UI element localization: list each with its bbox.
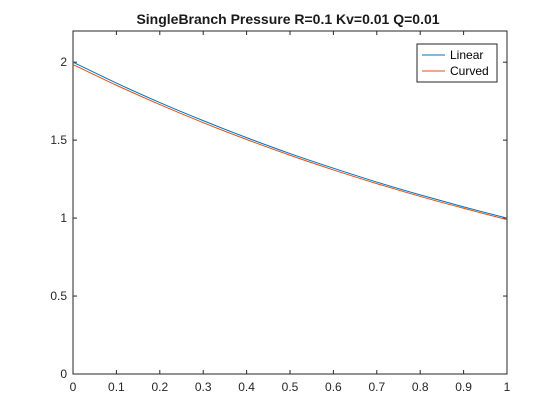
legend-box [416, 43, 498, 83]
x-tick-label: 0.3 [195, 380, 212, 394]
x-tick-label: 0.9 [455, 380, 472, 394]
series-line-curved [72, 64, 508, 221]
x-tick-label: 0.4 [238, 380, 255, 394]
series-line-linear [72, 61, 508, 219]
plot-area: 0 0.1 0.2 0.3 0.4 0.5 0.6 0.7 0.8 0.9 1 0 0.5 1 1.5 2 Li… [50, 30, 511, 394]
y-tick-label: 1 [60, 211, 67, 225]
axes-box [72, 30, 508, 375]
y-tick-label: 1.5 [50, 133, 67, 147]
y-tick-label: 0.5 [50, 289, 67, 303]
x-tick-label: 1 [504, 380, 511, 394]
x-tick-label: 0.6 [325, 380, 342, 394]
x-tick-label: 0.8 [412, 380, 429, 394]
x-tick-label: 0.5 [282, 380, 299, 394]
x-tick-label: 0 [70, 380, 77, 394]
chart-title: SingleBranch Pressure R=0.1 Kv=0.01 Q=0.… [136, 11, 439, 27]
legend-label-curved: Curved [450, 64, 489, 78]
x-tick-label: 0.7 [368, 380, 385, 394]
legend-label-linear: Linear [450, 48, 483, 62]
y-tick-label: 2 [60, 55, 67, 69]
y-tick-label: 0 [60, 367, 67, 381]
x-tick-label: 0.1 [108, 380, 125, 394]
x-tick-label: 0.2 [151, 380, 168, 394]
